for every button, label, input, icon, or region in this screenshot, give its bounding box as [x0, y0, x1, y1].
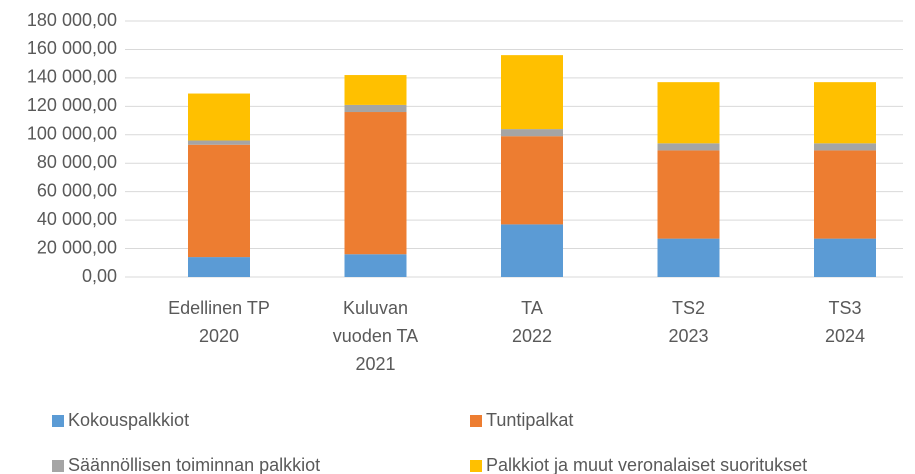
- legend-swatch: [470, 460, 482, 472]
- y-tick-label: 120 000,00: [27, 95, 117, 115]
- bar-segment: [344, 75, 407, 105]
- legend-label: Säännöllisen toiminnan palkkiot: [68, 455, 320, 474]
- x-tick-label: TS3 2024: [824, 298, 866, 346]
- bar-segment: [814, 238, 876, 277]
- legend-label: Tuntipalkat: [486, 410, 573, 430]
- legend-label: Kokouspalkkiot: [68, 410, 189, 430]
- bar-segment: [657, 82, 720, 144]
- bar-segment: [344, 112, 407, 255]
- bar-segment: [814, 150, 876, 239]
- y-tick-label: 180 000,00: [27, 10, 117, 30]
- legend-swatch: [52, 415, 64, 427]
- legend-label: Palkkiot ja muut veronalaiset suoritukse…: [486, 455, 807, 474]
- bar-segment: [814, 82, 876, 144]
- bar-segment: [188, 144, 250, 258]
- y-tick-label: 60 000,00: [37, 180, 117, 200]
- y-tick-label: 140 000,00: [27, 67, 117, 87]
- x-tick-label: TA 2022: [511, 298, 553, 346]
- bar-segment: [657, 238, 720, 277]
- bar-segment: [501, 224, 563, 277]
- y-tick-label: 100 000,00: [27, 124, 117, 144]
- legend-swatch: [52, 460, 64, 472]
- bar-segment: [188, 257, 250, 277]
- bar-segment: [501, 136, 563, 225]
- bar-segment: [188, 93, 250, 141]
- x-tick-label: Kuluvan vuoden TA 2021: [332, 298, 419, 374]
- x-tick-label: Edellinen TP 2020: [168, 298, 270, 346]
- bar-segment: [657, 143, 720, 151]
- bar-segment: [657, 150, 720, 239]
- x-tick-label: TS2 2023: [668, 298, 709, 346]
- bar-segment: [501, 129, 563, 137]
- y-tick-label: 40 000,00: [37, 209, 117, 229]
- y-tick-label: 160 000,00: [27, 38, 117, 58]
- legend-swatch: [470, 415, 482, 427]
- y-tick-label: 0,00: [82, 266, 117, 286]
- bar-segment: [344, 254, 407, 277]
- bar-segment: [501, 55, 563, 130]
- y-tick-label: 20 000,00: [37, 237, 117, 257]
- bar-segment: [814, 143, 876, 151]
- bar-segment: [344, 104, 407, 113]
- y-tick-label: 80 000,00: [37, 152, 117, 172]
- bar-segment: [188, 140, 250, 145]
